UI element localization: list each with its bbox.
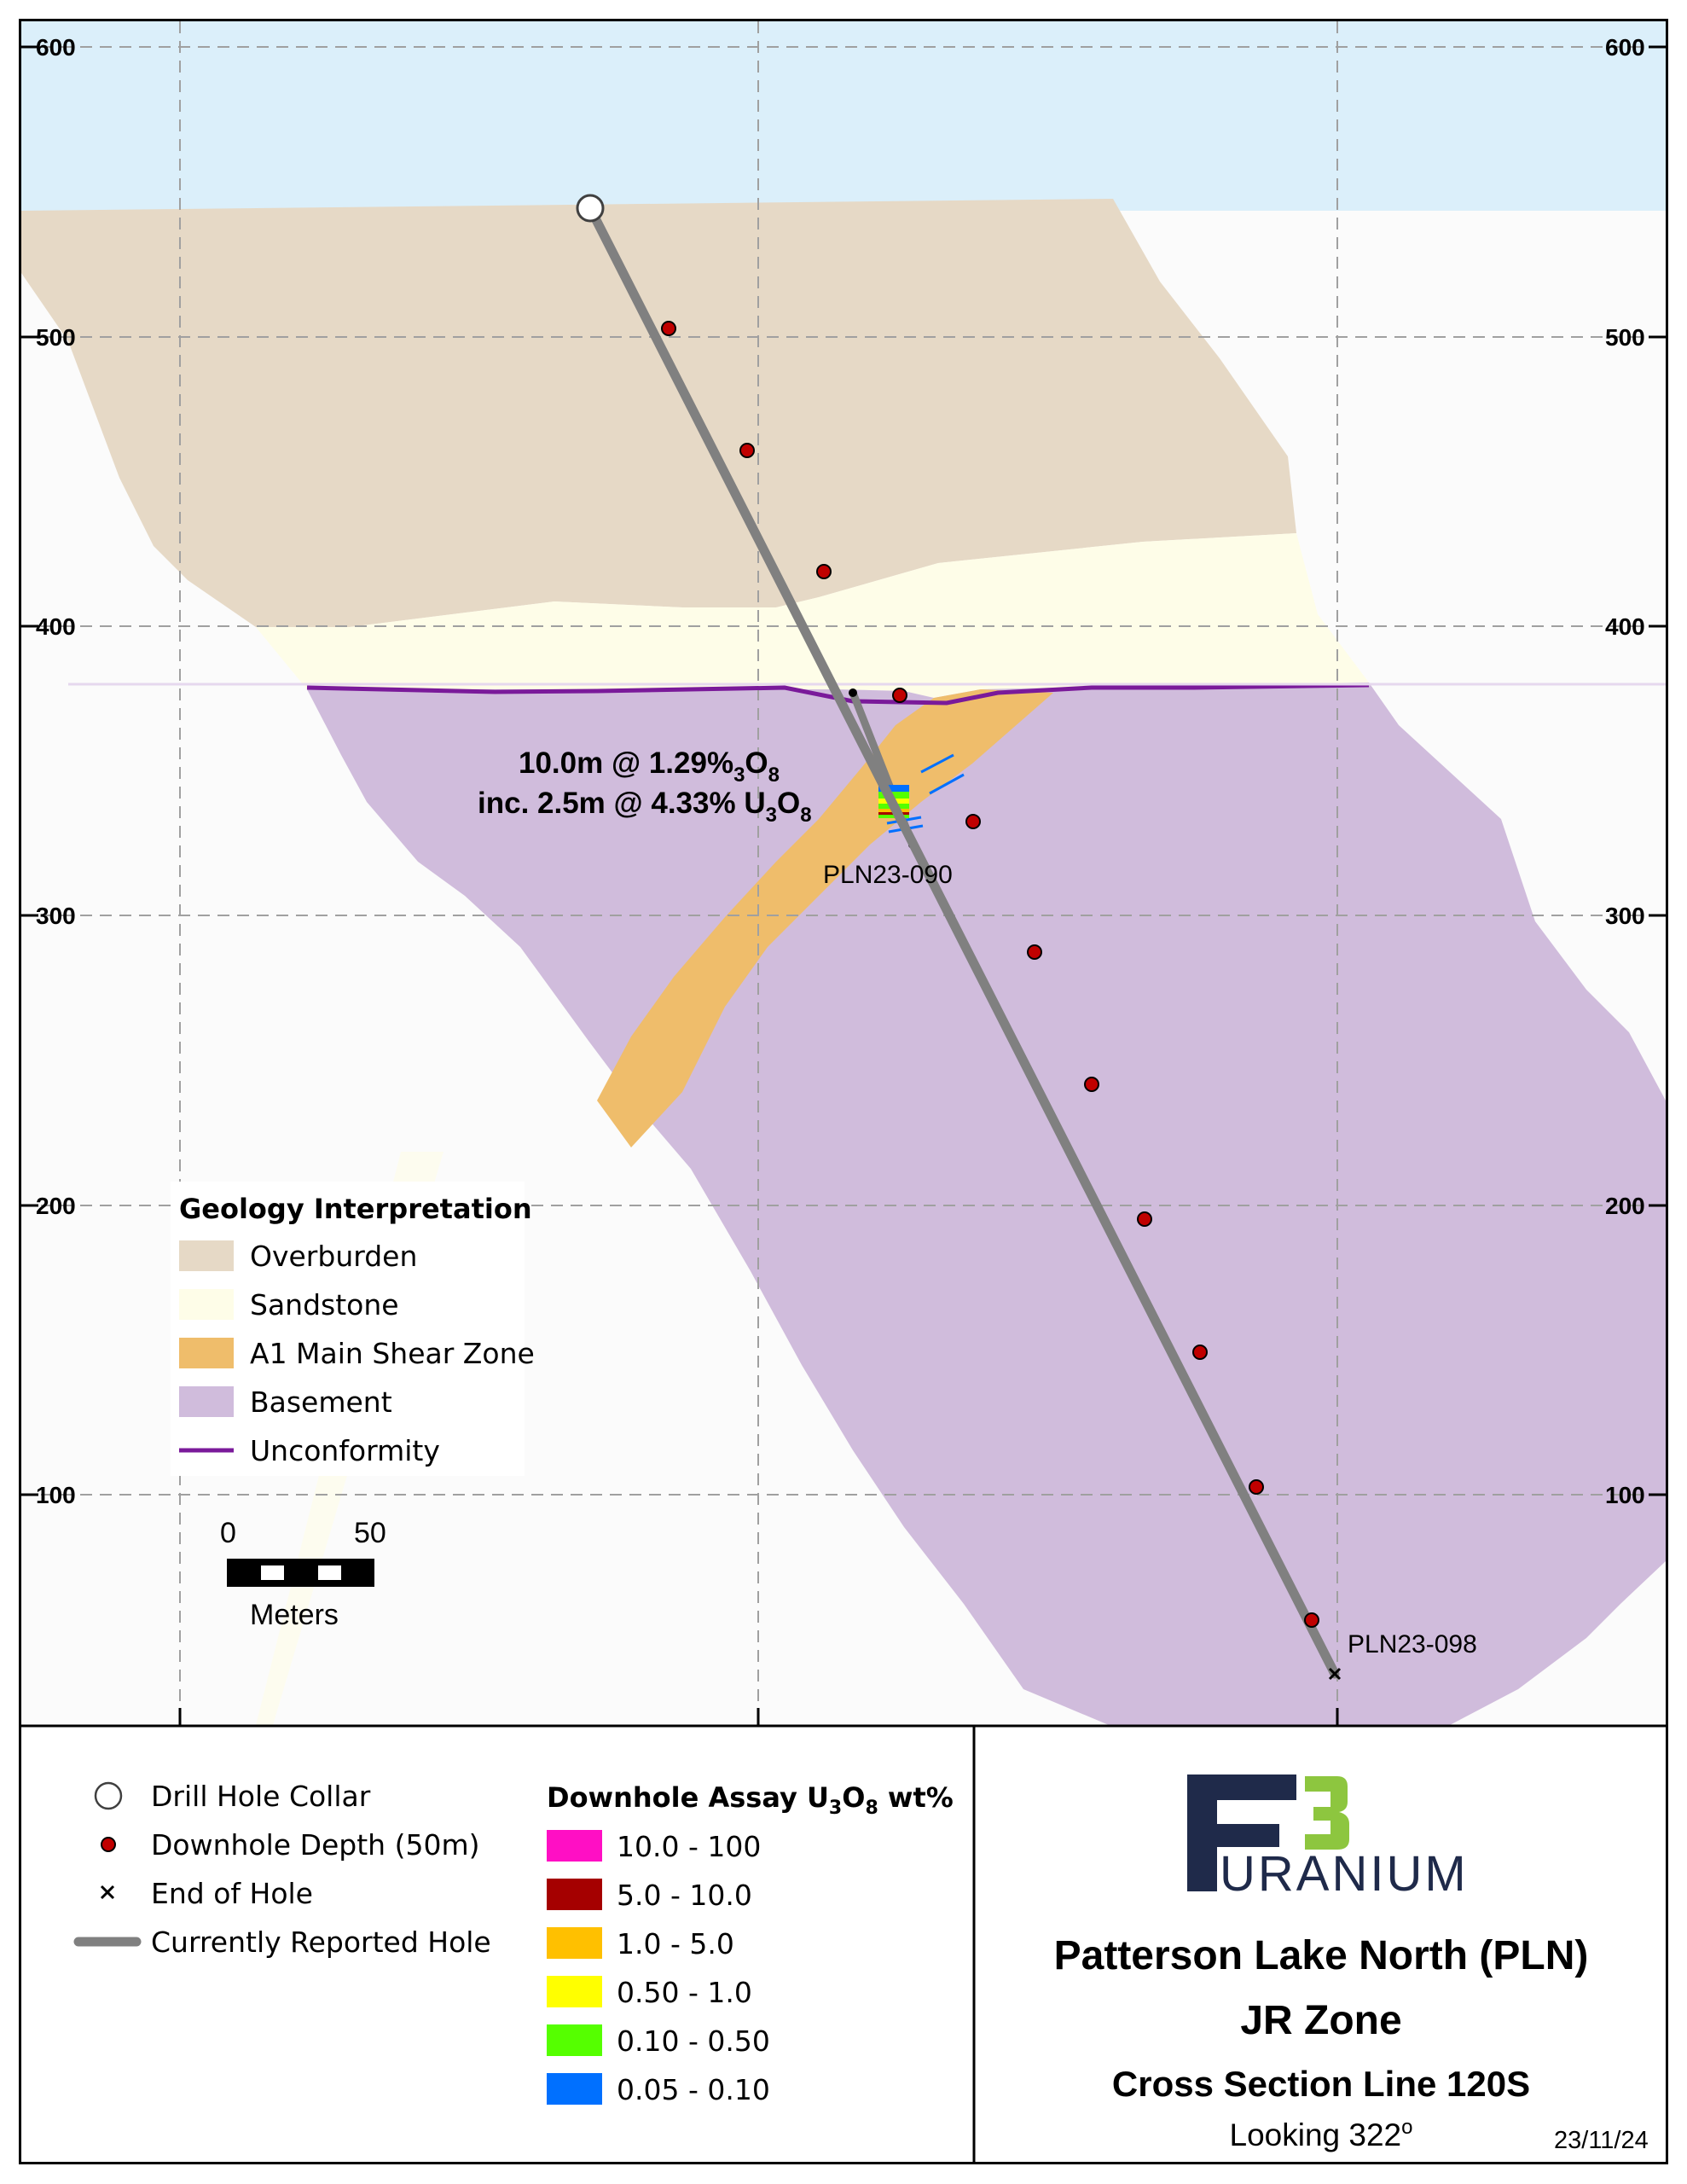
overburden-swatch: [179, 1240, 234, 1271]
x-icon: [100, 1885, 115, 1900]
y-tick-label: 200: [1605, 1193, 1645, 1219]
assay-swatch: [547, 2024, 602, 2056]
logo-f-mark: [1187, 1774, 1296, 1891]
assay-legend-title: Downhole Assay U3O8 wt%: [547, 1781, 954, 1819]
depth-marker: [816, 564, 832, 579]
assay-swatch: [547, 2073, 602, 2105]
basement-legend-label: Basement: [250, 1385, 392, 1419]
y-tick-label: 200: [36, 1193, 76, 1219]
assay-range-label: 1.0 - 5.0: [617, 1927, 734, 1960]
sandstone-legend-label: Sandstone: [250, 1288, 399, 1321]
looking-direction: Looking 322o: [1230, 2116, 1413, 2152]
depth-marker: [739, 443, 755, 458]
sandstone-zone: [256, 533, 1369, 698]
scale-max-label: 50: [354, 1517, 386, 1549]
y-axis-right: 600 500 400 300 200 100: [1605, 34, 1666, 1508]
logo-3-mark: [1305, 1776, 1349, 1850]
geology-legend-panel: [171, 1182, 525, 1476]
collar-circle-icon: [94, 1781, 123, 1810]
assay-swatch: [547, 1927, 602, 1959]
overburden-legend-label: Overburden: [250, 1240, 417, 1273]
symbol-legend-label: Currently Reported Hole: [151, 1926, 491, 1959]
assay-range-label: 5.0 - 10.0: [617, 1879, 752, 1912]
depth-marker: [1249, 1479, 1264, 1495]
assay-range-label: 0.10 - 0.50: [617, 2024, 770, 2058]
depth-marker: [1137, 1211, 1152, 1227]
y-tick-label: 300: [36, 903, 76, 929]
water-zone-right: [1113, 21, 1666, 199]
y-tick-label: 100: [36, 1482, 76, 1508]
y-tick-label: 600: [36, 34, 76, 61]
assay-swatch: [547, 1830, 602, 1862]
hole-label-pln23-098: PLN23-098: [1348, 1630, 1477, 1658]
zone-title: JR Zone: [1240, 1998, 1401, 2043]
basement-zone: [307, 682, 1666, 1725]
symbol-legend: Drill Hole Collar Downhole Depth (50m) E…: [73, 1780, 491, 1959]
depth-marker: [1192, 1345, 1208, 1360]
map-frame: [19, 19, 1668, 2164]
intercept-annotation-line1: 10.0m @ 1.29%3O8: [519, 746, 780, 787]
y-tick-label: 300: [1605, 903, 1645, 929]
y-tick-label: 500: [1605, 324, 1645, 351]
depth-marker: [661, 321, 676, 336]
scale-min-label: 0: [220, 1517, 236, 1549]
f3-uranium-logo: URANIUM: [1187, 1774, 1469, 1902]
y-tick-label: 600: [1605, 34, 1645, 61]
assay-swatch: [547, 1976, 602, 2007]
sandstone-swatch: [179, 1289, 234, 1320]
hole-label-pln23-090: PLN23-090: [823, 861, 953, 889]
assay-range-label: 10.0 - 100: [617, 1830, 761, 1863]
basement-swatch: [179, 1386, 234, 1417]
assay-tick: [929, 773, 965, 795]
assay-range-label: 0.05 - 0.10: [617, 2073, 770, 2106]
scale-bar: 0 50 Meters: [220, 1517, 386, 1631]
shear-zone-legend-label: A1 Main Shear Zone: [250, 1337, 535, 1370]
symbol-legend-label: End of Hole: [151, 1877, 313, 1910]
depth-markers: [661, 321, 1319, 1628]
depth-dot-icon: [101, 1837, 116, 1852]
depth-marker: [1027, 944, 1042, 960]
hole-pln23-098: [585, 203, 1340, 1679]
geology-legend-title: Geology Interpretation: [179, 1193, 532, 1225]
scale-unit-label: Meters: [250, 1599, 339, 1631]
symbol-legend-label: Drill Hole Collar: [151, 1780, 371, 1813]
assay-tick: [920, 753, 954, 774]
end-of-hole-icon: [1328, 1667, 1342, 1681]
map-date: 23/11/24: [1554, 2127, 1649, 2154]
shear-zone-swatch: [179, 1338, 234, 1368]
y-axis-left: 600 500 400 300 200 100: [21, 34, 76, 1508]
y-tick-label: 400: [1605, 613, 1645, 640]
intercept-annotation-line2: inc. 2.5m @ 4.33% U3O8: [478, 787, 812, 827]
symbol-legend-label: Downhole Depth (50m): [151, 1828, 479, 1862]
y-tick-label: 400: [36, 613, 76, 640]
geology-legend-items: Overburden Sandstone A1 Main Shear Zone …: [179, 1240, 535, 1467]
assay-legend: Downhole Assay U3O8 wt% 10.0 - 100 5.0 -…: [547, 1781, 954, 2106]
overburden-zone: [21, 199, 1296, 627]
depth-marker: [965, 814, 981, 829]
assay-range-label: 0.50 - 1.0: [617, 1976, 752, 2009]
section-title: Cross Section Line 120S: [1112, 2064, 1530, 2104]
drill-hole-collar-icon: [576, 194, 605, 223]
shear-zone: [597, 689, 1053, 1147]
hole-090-top-marker: [849, 688, 857, 697]
y-tick-label: 500: [36, 324, 76, 351]
y-tick-label: 100: [1605, 1482, 1645, 1508]
depth-marker: [1304, 1612, 1319, 1628]
depth-marker: [1084, 1077, 1099, 1092]
depth-marker: [892, 688, 907, 703]
x-axis-ticks: [178, 1708, 1339, 1725]
map-title: Patterson Lake North (PLN): [1054, 1933, 1589, 1978]
logo-wordmark: URANIUM: [1220, 1846, 1469, 1902]
unconformity-legend-label: Unconformity: [250, 1434, 440, 1467]
assay-swatch: [547, 1879, 602, 1910]
